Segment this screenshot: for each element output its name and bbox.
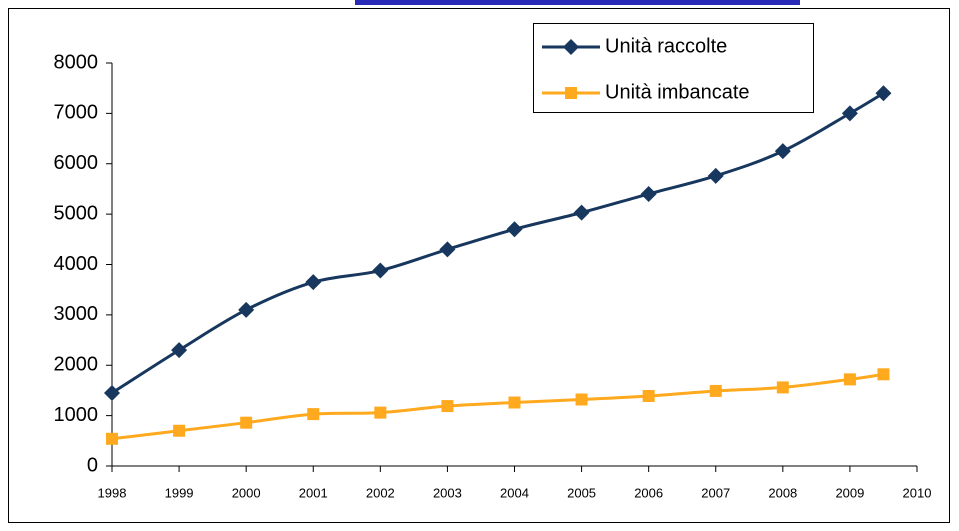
x-tick-label: 2002: [366, 485, 395, 500]
legend: [533, 23, 814, 113]
marker: [508, 396, 521, 409]
marker: [104, 384, 120, 401]
y-tick-label: 3000: [54, 303, 99, 325]
x-tick-label: 1999: [165, 485, 194, 500]
marker: [707, 167, 724, 184]
legend-label: Unità raccolte: [605, 35, 727, 57]
marker: [439, 241, 456, 258]
y-tick-label: 4000: [54, 253, 99, 275]
marker: [843, 373, 856, 386]
x-tick-label: 2008: [768, 485, 797, 500]
x-tick-label: 2007: [701, 485, 730, 500]
legend-marker: [565, 87, 577, 99]
marker: [374, 406, 387, 419]
marker: [441, 400, 454, 413]
marker: [305, 274, 322, 291]
marker: [774, 143, 791, 160]
marker: [372, 262, 389, 279]
x-tick-label: 2006: [634, 485, 663, 500]
x-tick-label: 2009: [835, 485, 864, 500]
y-tick-label: 8000: [54, 51, 99, 73]
marker: [573, 204, 590, 221]
x-tick-label: 2001: [299, 485, 328, 500]
y-tick-label: 1000: [54, 404, 99, 426]
x-tick-label: 2000: [232, 485, 261, 500]
marker: [506, 221, 523, 238]
y-tick-label: 2000: [54, 354, 99, 376]
marker: [877, 368, 890, 381]
legend-marker: [563, 39, 579, 55]
marker: [240, 416, 253, 429]
y-tick-label: 7000: [54, 102, 99, 124]
x-tick-label: 2005: [567, 485, 596, 500]
marker: [106, 432, 118, 445]
chart-border: [8, 8, 950, 523]
title-underline: [355, 0, 800, 5]
marker: [642, 389, 655, 402]
y-tick-label: 6000: [54, 152, 99, 174]
x-tick-label: 2010: [903, 485, 932, 500]
marker: [575, 393, 588, 406]
marker: [841, 105, 858, 122]
x-tick-label: 1998: [98, 485, 127, 500]
marker: [307, 408, 320, 421]
marker: [640, 185, 657, 202]
marker: [875, 85, 892, 102]
series-line: [111, 372, 884, 441]
marker: [238, 301, 255, 318]
marker: [709, 384, 722, 397]
series-line: [111, 91, 885, 395]
marker: [776, 381, 789, 394]
marker: [171, 342, 188, 359]
y-tick-label: 0: [87, 454, 98, 476]
x-tick-label: 2003: [433, 485, 462, 500]
y-tick-label: 5000: [54, 202, 99, 224]
legend-label: Unità imbancate: [605, 81, 750, 103]
x-tick-label: 2004: [500, 485, 529, 500]
marker: [173, 424, 186, 437]
